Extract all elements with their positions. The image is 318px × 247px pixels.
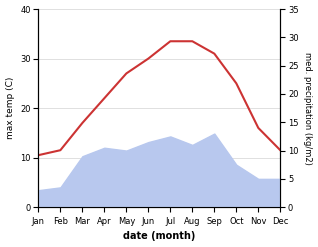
Y-axis label: max temp (C): max temp (C) xyxy=(5,77,15,139)
X-axis label: date (month): date (month) xyxy=(123,231,196,242)
Y-axis label: med. precipitation (kg/m2): med. precipitation (kg/m2) xyxy=(303,52,313,165)
